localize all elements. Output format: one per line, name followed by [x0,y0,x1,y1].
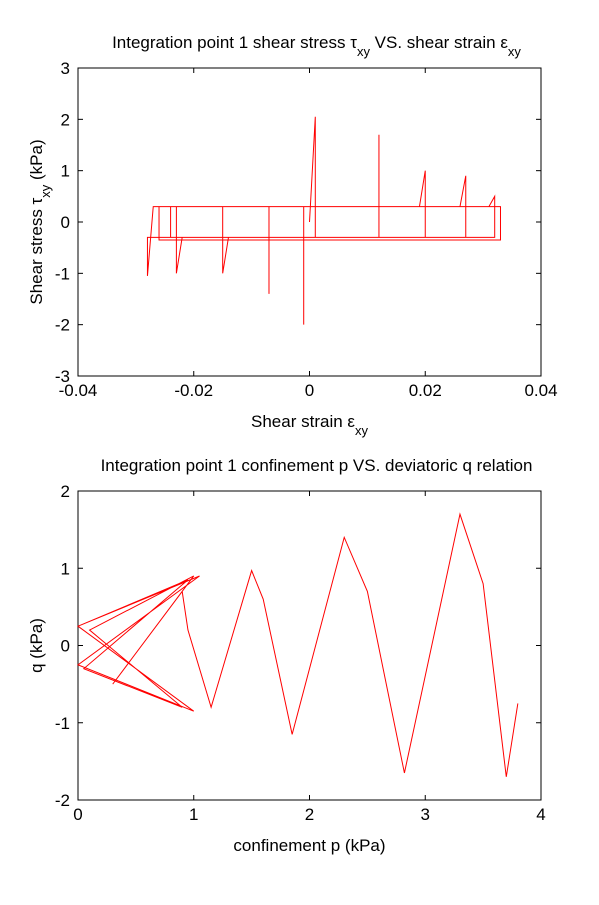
chart-title: Integration point 1 shear stress τxy VS.… [112,33,521,59]
x-tick-label: 0.02 [409,381,442,400]
x-tick-label: 2 [305,805,314,824]
data-line [146,116,501,325]
y-tick-label: 0 [61,637,70,656]
x-tick-label: 4 [536,805,545,824]
x-tick-label: -0.04 [59,381,98,400]
plot-area [77,490,542,801]
y-tick-label: -1 [55,714,70,733]
chart-title-part: Integration point 1 confinement p VS. de… [101,456,533,475]
y-axis-label: q (kPa) [27,618,46,673]
x-tick-label: 0 [305,381,314,400]
y-tick-label: -2 [55,316,70,335]
y-tick-label: -3 [55,367,70,386]
y-tick-label: -1 [55,264,70,283]
y-axis-label: Shear stress τxy (kPa) [27,139,53,304]
x-axis-label: Shear strain εxy [251,412,368,438]
chart-title: Integration point 1 confinement p VS. de… [101,456,533,475]
x-axis-label-part: xy [355,423,369,438]
x-tick-label: 0 [73,805,82,824]
y-tick-label: 2 [61,482,70,501]
x-axis-label: confinement p (kPa) [233,836,385,855]
x-tick-label: 0.04 [524,381,557,400]
x-tick-label: 3 [421,805,430,824]
chart-title-part: Integration point 1 shear stress τ [112,33,357,52]
chart-title-part: VS. shear strain ε [370,33,508,52]
y-tick-label: 0 [61,213,70,232]
y-tick-label: 1 [61,162,70,181]
y-axis-label-part: xy [38,184,53,198]
chart-title-part: xy [357,44,371,59]
x-axis-label-part: Shear strain ε [251,412,355,431]
data-line [76,512,519,777]
x-axis-label-part: confinement p (kPa) [233,836,385,855]
y-tick-label: 1 [61,559,70,578]
y-axis-label-part: Shear stress τ [27,197,46,304]
y-axis-label-part: (kPa) [27,139,46,184]
chart-title-part: xy [508,44,522,59]
y-tick-label: 3 [61,59,70,78]
y-tick-label: 2 [61,110,70,129]
x-tick-label: 1 [189,805,198,824]
x-tick-label: -0.02 [174,381,213,400]
y-axis-label-part: q (kPa) [27,618,46,673]
y-tick-label: -2 [55,791,70,810]
